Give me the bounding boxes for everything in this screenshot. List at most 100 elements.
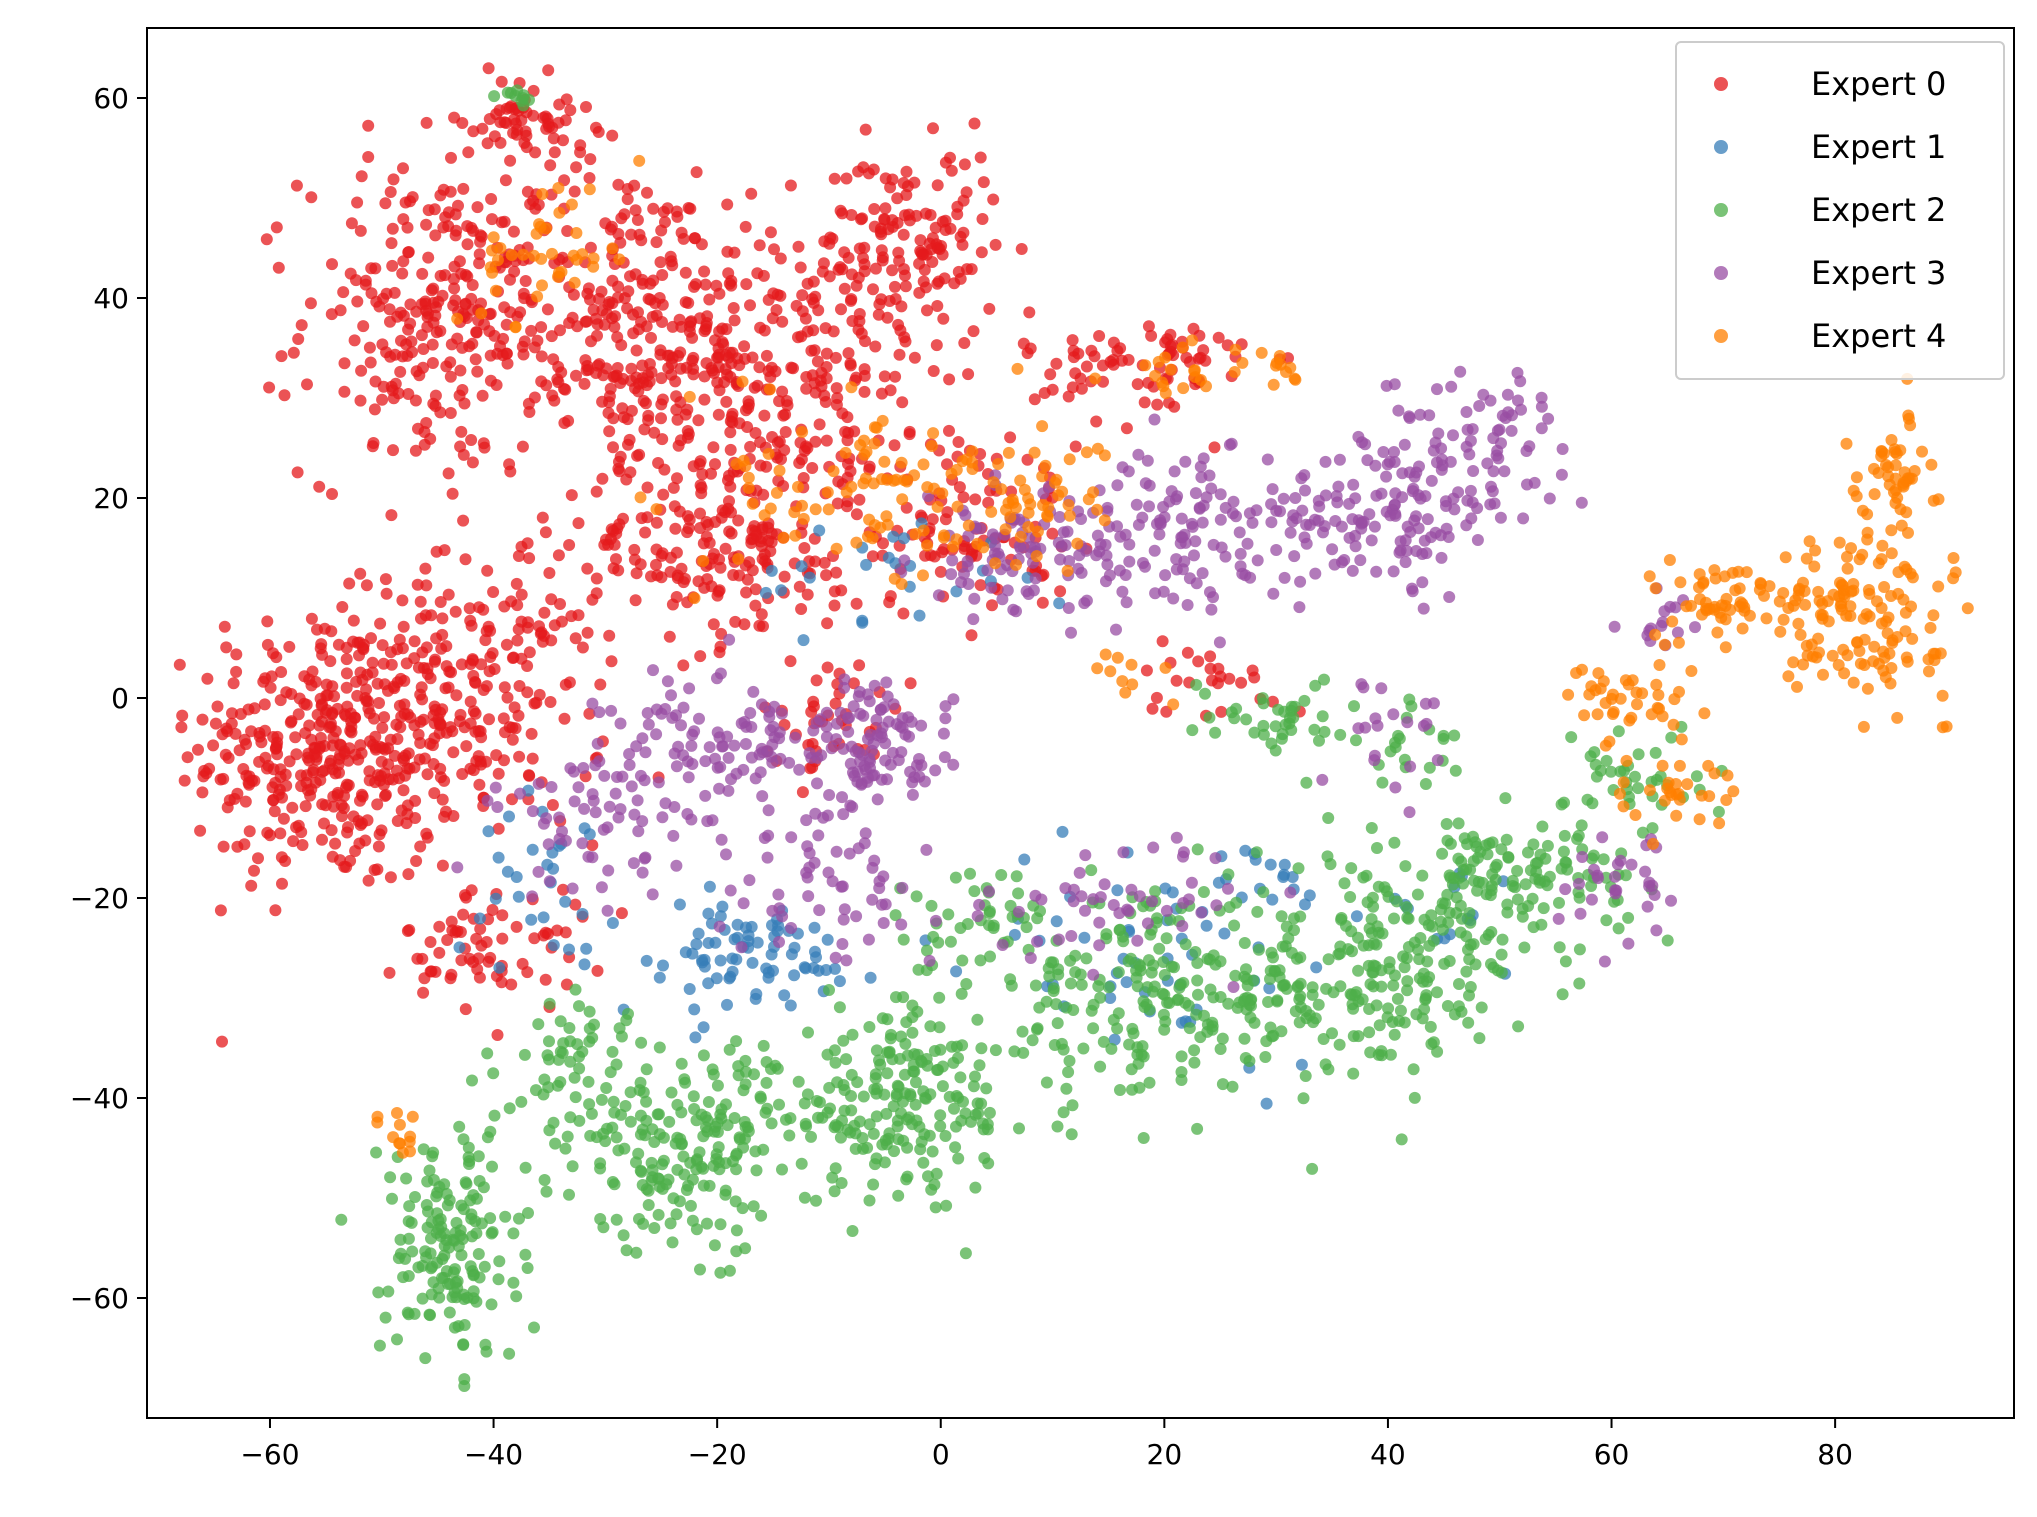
- data-point: [1170, 674, 1183, 687]
- data-point: [261, 638, 274, 651]
- data-point: [1523, 440, 1536, 453]
- data-point: [904, 677, 917, 690]
- data-point: [347, 614, 360, 627]
- data-point: [612, 178, 625, 191]
- data-point: [910, 1114, 923, 1127]
- data-point: [1787, 599, 1800, 612]
- data-point: [723, 633, 736, 646]
- data-point: [1316, 710, 1329, 723]
- data-point: [640, 1095, 653, 1108]
- data-point: [1090, 415, 1103, 428]
- data-point: [494, 242, 507, 255]
- data-point: [917, 1156, 930, 1169]
- data-point: [758, 324, 771, 337]
- data-point: [1576, 663, 1588, 676]
- data-point: [750, 1164, 763, 1177]
- data-point: [987, 193, 1000, 206]
- data-point: [1543, 492, 1556, 505]
- data-point: [1183, 572, 1196, 585]
- data-point: [733, 569, 746, 582]
- data-point: [772, 888, 785, 901]
- data-point: [523, 646, 536, 659]
- data-point: [1075, 513, 1087, 525]
- data-point: [511, 84, 524, 97]
- data-point: [1527, 921, 1540, 934]
- data-point: [444, 356, 457, 369]
- data-point: [1029, 979, 1042, 992]
- data-point: [856, 616, 869, 629]
- data-point: [211, 700, 224, 713]
- data-point: [739, 220, 752, 233]
- data-point: [372, 1286, 385, 1299]
- data-point: [599, 1135, 612, 1148]
- data-point: [915, 759, 928, 772]
- data-point: [931, 277, 944, 290]
- data-point: [604, 223, 617, 236]
- data-point: [1143, 500, 1155, 513]
- data-point: [260, 233, 273, 246]
- data-point: [587, 260, 600, 273]
- data-point: [521, 966, 534, 979]
- data-point: [1600, 914, 1613, 927]
- data-point: [835, 303, 847, 316]
- data-point: [438, 1227, 451, 1240]
- data-point: [1053, 597, 1066, 610]
- data-point: [436, 612, 449, 625]
- data-point: [566, 1160, 579, 1173]
- data-point: [1267, 378, 1280, 391]
- data-point: [382, 758, 395, 771]
- data-point: [516, 440, 529, 453]
- data-point: [1447, 429, 1459, 442]
- data-point: [1024, 952, 1037, 964]
- data-point: [1664, 600, 1677, 613]
- data-point: [934, 1043, 947, 1056]
- data-point: [366, 440, 379, 453]
- data-point: [1711, 626, 1724, 639]
- data-point: [458, 1373, 471, 1386]
- data-point: [546, 389, 559, 402]
- data-point: [788, 969, 801, 982]
- data-point: [774, 252, 787, 265]
- data-point: [1176, 920, 1189, 932]
- data-point: [696, 956, 709, 969]
- data-point: [1573, 943, 1586, 956]
- data-point: [961, 918, 974, 930]
- data-point: [1238, 937, 1251, 949]
- data-point: [401, 1306, 414, 1319]
- data-point: [1179, 938, 1192, 951]
- data-point: [1365, 822, 1378, 834]
- data-point: [473, 912, 486, 925]
- data-point: [870, 713, 883, 726]
- data-point: [1309, 679, 1322, 692]
- data-point: [947, 540, 960, 553]
- data-point: [707, 441, 720, 454]
- data-point: [606, 1045, 619, 1058]
- data-point: [630, 1246, 643, 1259]
- data-point: [1331, 496, 1344, 509]
- data-point: [570, 161, 583, 174]
- data-point: [285, 688, 298, 700]
- data-point: [1720, 794, 1733, 806]
- data-point: [621, 193, 634, 206]
- data-point: [401, 349, 414, 362]
- data-point: [1389, 741, 1402, 754]
- data-point: [379, 790, 391, 802]
- data-point: [601, 904, 614, 917]
- data-point: [349, 845, 362, 857]
- data-point: [1091, 442, 1104, 455]
- data-point: [744, 707, 757, 719]
- data-point: [1663, 554, 1676, 566]
- data-point: [1214, 1043, 1227, 1055]
- data-point: [984, 950, 996, 963]
- data-point: [1387, 565, 1400, 578]
- data-point: [409, 444, 422, 457]
- data-point: [1013, 540, 1026, 553]
- data-point: [1214, 955, 1227, 968]
- data-point: [230, 665, 243, 678]
- data-point: [474, 922, 487, 935]
- data-point: [1218, 927, 1231, 940]
- data-point: [627, 857, 640, 870]
- data-point: [475, 658, 488, 671]
- data-point: [744, 299, 756, 312]
- data-point: [1052, 968, 1065, 981]
